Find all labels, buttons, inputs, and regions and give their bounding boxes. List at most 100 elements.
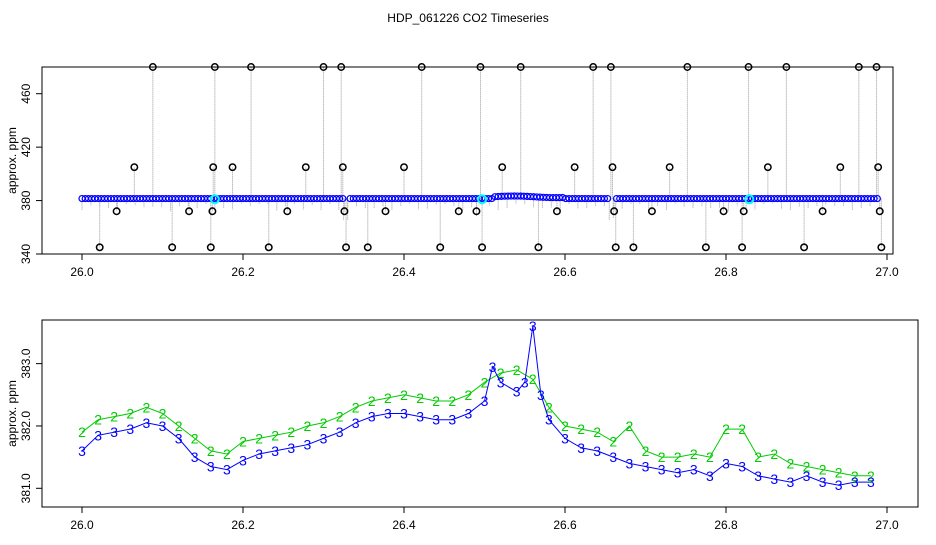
outlier-point [875, 207, 884, 216]
outlier-point [665, 163, 674, 172]
outlier-point [381, 207, 390, 216]
outlier-point [739, 207, 748, 216]
outlier-point [534, 243, 543, 252]
x-tick-label: 27.0 [875, 518, 899, 532]
plot-frame [41, 66, 894, 255]
series-marker-green: 2 [770, 446, 778, 462]
outlier-point [417, 63, 426, 71]
series-marker-green: 2 [336, 409, 344, 425]
series-marker-green: 2 [110, 409, 118, 425]
y-axis-title: approx. ppm [5, 127, 19, 194]
series-marker-green: 2 [400, 387, 408, 403]
panel-bottom: 26.0 26.2 26.4 26.6 26.8 27.0 381.0 382.0 383.0a… [5, 318, 919, 532]
series-marker-green: 2 [674, 449, 682, 465]
series-marker-blue: 3 [465, 406, 473, 422]
series-marker-blue: 3 [78, 443, 86, 459]
series-marker-blue: 3 [481, 393, 489, 409]
outlier-point [498, 163, 507, 172]
series-marker-green: 2 [577, 421, 585, 437]
series-marker-green: 2 [819, 462, 827, 478]
outlier-point [629, 243, 638, 252]
series-marker-blue: 3 [400, 406, 408, 422]
x-tick-label: 26.0 [70, 265, 94, 279]
series-marker-blue: 3 [448, 412, 456, 428]
series-marker-blue: 3 [642, 458, 650, 474]
series-marker-green: 2 [143, 399, 151, 415]
outlier-point [337, 63, 346, 71]
series-marker-green: 2 [851, 468, 859, 484]
series-marker-green: 2 [320, 415, 328, 431]
series-marker-blue: 3 [529, 318, 537, 334]
outlier-point [454, 207, 463, 216]
series-marker-green: 2 [545, 399, 553, 415]
series-marker-green: 2 [481, 374, 489, 390]
baseline-point [336, 194, 344, 203]
series-marker-blue: 3 [384, 406, 392, 422]
y-tick-label: 381.0 [19, 473, 33, 503]
series-marker-blue: 3 [191, 449, 199, 465]
outlier-point [210, 63, 219, 71]
outlier-point [647, 207, 656, 216]
series-marker-blue: 3 [819, 474, 827, 490]
series-marker-blue: 3 [287, 440, 295, 456]
series-marker-blue: 3 [255, 446, 263, 462]
series-marker-blue: 3 [577, 440, 585, 456]
outlier-point [168, 243, 177, 252]
outlier-point [719, 207, 728, 216]
series-marker-green: 2 [159, 406, 167, 422]
outlier-point [209, 163, 218, 172]
series-marker-green: 2 [738, 421, 746, 437]
series-marker-blue: 3 [143, 415, 151, 431]
series-marker-blue: 3 [770, 471, 778, 487]
baseline-point [604, 194, 612, 203]
outlier-point [608, 163, 617, 172]
series-marker-blue: 3 [787, 474, 795, 490]
baseline-point [873, 194, 881, 203]
outlier-point [606, 63, 615, 71]
outlier-point [319, 63, 328, 71]
outlier-point [340, 207, 349, 216]
series-marker-blue: 3 [722, 455, 730, 471]
series-marker-blue: 3 [738, 458, 746, 474]
series-marker-blue: 3 [336, 424, 344, 440]
outlier-point [818, 207, 827, 216]
outlier-point [854, 63, 863, 71]
series-marker-green: 2 [690, 446, 698, 462]
outlier-point [301, 163, 310, 172]
series-marker-blue: 3 [754, 468, 762, 484]
series-marker-blue: 3 [867, 474, 875, 490]
outlier-point [363, 243, 372, 252]
series-marker-green: 2 [658, 449, 666, 465]
outlier-point [516, 63, 525, 71]
series-marker-blue: 3 [706, 468, 714, 484]
cyan-point [209, 194, 220, 205]
series-marker-green: 2 [513, 362, 521, 378]
series-marker-blue: 3 [513, 384, 521, 400]
series-marker-blue: 3 [368, 409, 376, 425]
baseline-point [600, 194, 609, 203]
series-marker-blue: 3 [320, 430, 328, 446]
series-marker-green: 2 [287, 424, 295, 440]
series-marker-blue: 3 [497, 374, 505, 390]
series-marker-green: 2 [448, 393, 456, 409]
series-marker-blue: 3 [489, 359, 497, 375]
x-tick-label: 26.2 [231, 265, 255, 279]
x-tick-label: 27.0 [875, 265, 899, 279]
outlier-point [611, 243, 620, 252]
outlier-point [247, 63, 256, 71]
series-marker-green: 2 [609, 434, 617, 450]
series-marker-green: 2 [529, 371, 537, 387]
series-marker-green: 2 [384, 390, 392, 406]
series-marker-blue: 3 [352, 415, 360, 431]
series-marker-green: 2 [593, 424, 601, 440]
series-marker-green: 2 [239, 434, 247, 450]
x-tick-label: 26.6 [553, 518, 577, 532]
y-tick-label: 380 [19, 190, 33, 210]
series-marker-blue: 3 [803, 468, 811, 484]
outlier-point [400, 163, 408, 172]
y-tick-label: 460 [19, 83, 33, 103]
y-tick-label: 340 [19, 244, 33, 264]
